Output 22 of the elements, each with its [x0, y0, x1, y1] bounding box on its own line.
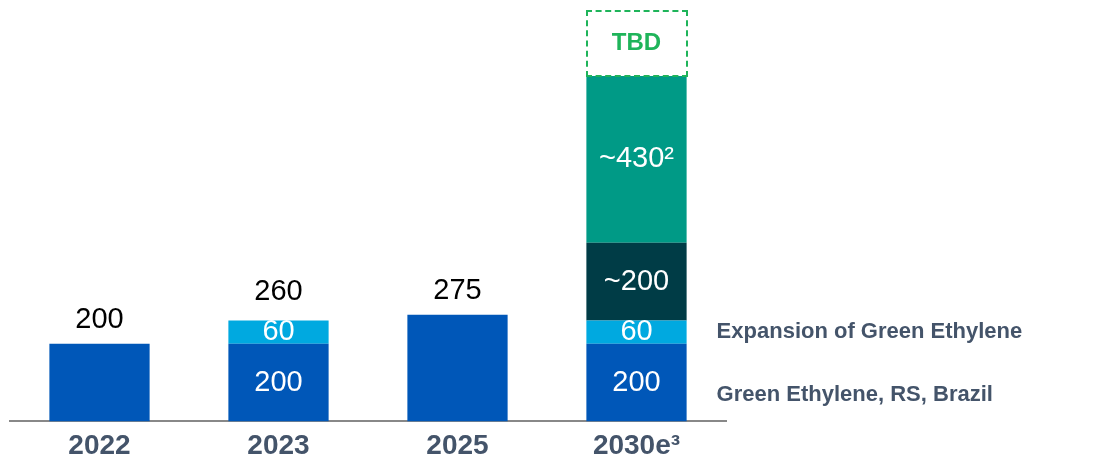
- series-label: Green Ethylene, RS, Brazil: [716, 380, 993, 406]
- bar: [586, 343, 687, 422]
- annotation: TBD: [611, 27, 662, 55]
- data-label: ~200: [603, 263, 670, 296]
- data-label: 200: [612, 364, 661, 397]
- data-label: 200: [254, 364, 303, 397]
- data-label: 200: [75, 301, 124, 334]
- x-tick-label: 2022: [68, 428, 131, 460]
- bar: [407, 314, 508, 422]
- bar: [228, 343, 329, 422]
- bar: [49, 343, 150, 422]
- data-label: 60: [620, 314, 653, 347]
- bar: [586, 242, 687, 321]
- x-tick-label: 2025: [426, 428, 489, 460]
- total-label: 260: [254, 274, 303, 307]
- series-label: Expansion of Green Ethylene: [716, 318, 1023, 344]
- data-label: 275: [433, 272, 482, 305]
- x-tick-label: 2023: [247, 428, 310, 460]
- data-label: 60: [262, 314, 295, 347]
- bar: [586, 75, 687, 243]
- data-label: ~430²: [599, 141, 675, 174]
- x-tick-label: 2030e³: [592, 428, 681, 460]
